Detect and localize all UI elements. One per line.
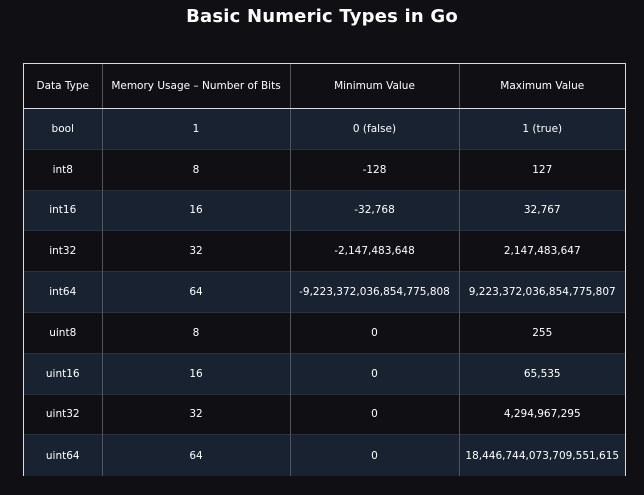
table-grid: Data Type Memory Usage – Number of Bits …	[24, 64, 625, 476]
cell-min: 0	[289, 311, 459, 354]
cell-min: 0	[289, 393, 459, 435]
cell-min: -2,147,483,648	[289, 230, 459, 272]
cell-data-type: uint8	[24, 311, 102, 354]
table-header-row: Data Type Memory Usage – Number of Bits …	[24, 64, 625, 109]
table-row: int16 16 -32,768 32,767	[24, 189, 625, 231]
page-title: Basic Numeric Types in Go	[186, 6, 458, 27]
cell-data-type: uint64	[24, 434, 102, 476]
cell-bits: 64	[101, 434, 290, 476]
cell-min: 0 (false)	[289, 108, 459, 150]
table-row: int64 64 -9,223,372,036,854,775,808 9,22…	[24, 271, 625, 313]
table-row: uint16 16 0 65,535	[24, 352, 625, 395]
header-minimum-value: Minimum Value	[289, 64, 459, 109]
cell-bits: 32	[101, 393, 290, 435]
cell-max: 127	[458, 148, 625, 191]
header-memory-usage: Memory Usage – Number of Bits	[101, 64, 290, 109]
cell-bits: 1	[101, 108, 290, 150]
cell-min: -32,768	[289, 189, 459, 231]
cell-data-type: int8	[24, 148, 102, 191]
cell-max: 255	[458, 311, 625, 354]
cell-max: 18,446,744,073,709,551,615	[458, 434, 625, 476]
cell-data-type: int32	[24, 230, 102, 272]
table-row: uint8 8 0 255	[24, 311, 625, 354]
cell-bits: 8	[101, 148, 290, 191]
numeric-types-table: Data Type Memory Usage – Number of Bits …	[23, 63, 626, 476]
cell-bits: 16	[101, 352, 290, 395]
header-data-type: Data Type	[24, 64, 102, 109]
cell-data-type: uint16	[24, 352, 102, 395]
cell-max: 65,535	[458, 352, 625, 395]
table-row: int32 32 -2,147,483,648 2,147,483,647	[24, 230, 625, 272]
cell-max: 2,147,483,647	[458, 230, 625, 272]
table-row: uint32 32 0 4,294,967,295	[24, 393, 625, 435]
cell-min: 0	[289, 352, 459, 395]
table-row: int8 8 -128 127	[24, 148, 625, 191]
cell-max: 4,294,967,295	[458, 393, 625, 435]
cell-min: -128	[289, 148, 459, 191]
cell-data-type: int64	[24, 271, 102, 313]
cell-bits: 16	[101, 189, 290, 231]
table-row: bool 1 0 (false) 1 (true)	[24, 108, 625, 150]
cell-data-type: int16	[24, 189, 102, 231]
cell-max: 32,767	[458, 189, 625, 231]
cell-max: 9,223,372,036,854,775,807	[458, 271, 625, 313]
cell-min: 0	[289, 434, 459, 476]
cell-bits: 32	[101, 230, 290, 272]
cell-max: 1 (true)	[458, 108, 625, 150]
cell-data-type: bool	[24, 108, 102, 150]
cell-min: -9,223,372,036,854,775,808	[289, 271, 459, 313]
cell-bits: 8	[101, 311, 290, 354]
cell-bits: 64	[101, 271, 290, 313]
table-row: uint64 64 0 18,446,744,073,709,551,615	[24, 434, 625, 476]
cell-data-type: uint32	[24, 393, 102, 435]
header-maximum-value: Maximum Value	[458, 64, 625, 109]
